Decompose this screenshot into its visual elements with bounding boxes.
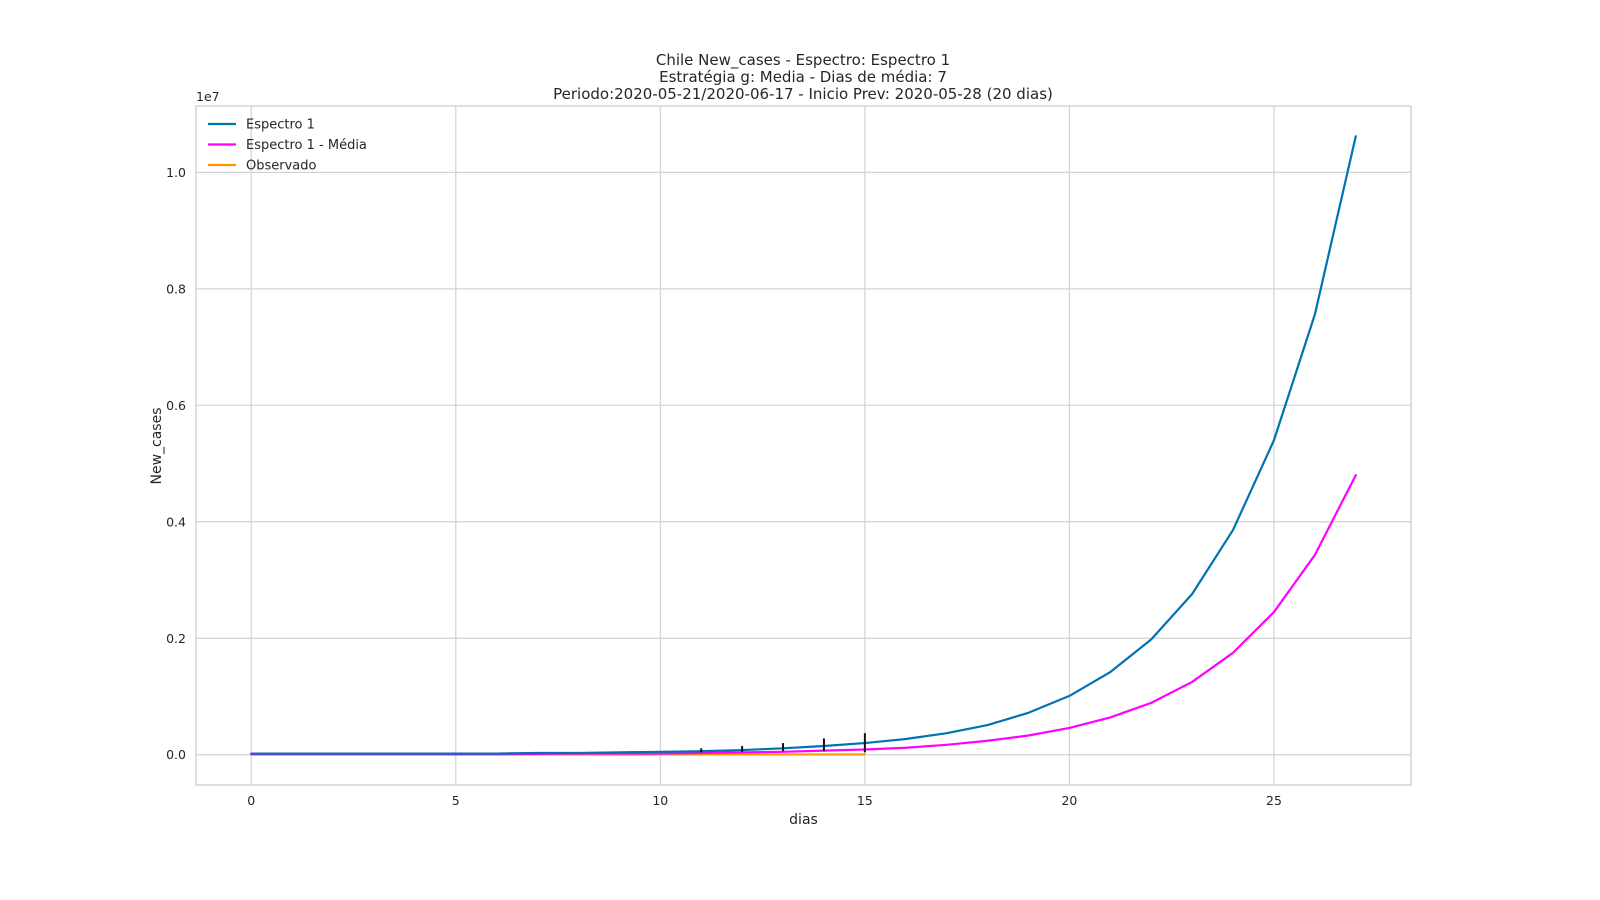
y-axis-ticks: 0.0 0.2 0.4 0.6 0.8 1.0: [166, 165, 186, 762]
legend-label: Observado: [246, 159, 317, 174]
y-tick-label: 0.2: [166, 631, 186, 646]
legend: Espectro 1 Espectro 1 - Média Observado: [208, 118, 367, 174]
chart-title: Chile New_cases - Espectro: Espectro 1 E…: [553, 51, 1053, 103]
x-axis-label: dias: [789, 812, 818, 828]
y-tick-label: 0.8: [166, 281, 186, 296]
x-tick-label: 10: [652, 793, 668, 808]
y-offset-label: 1e7: [196, 89, 220, 104]
series-lines: [250, 135, 1357, 756]
y-axis-label: New_cases: [149, 407, 165, 484]
x-tick-label: 20: [1061, 793, 1077, 808]
x-tick-label: 0: [247, 793, 255, 808]
x-tick-label: 5: [452, 793, 460, 808]
title-line-3: Periodo:2020-05-21/2020-06-17 - Inicio P…: [553, 85, 1053, 103]
error-bars: [700, 733, 866, 753]
title-line-2: Estratégia g: Media - Dias de média: 7: [659, 68, 947, 86]
legend-label: Espectro 1: [246, 118, 315, 133]
y-tick-label: 0.4: [166, 514, 186, 529]
x-axis-ticks: 0 5 10 15 20 25: [247, 793, 1282, 808]
series-line-1: [250, 135, 1357, 755]
title-line-1: Chile New_cases - Espectro: Espectro 1: [656, 51, 950, 70]
legend-label: Espectro 1 - Média: [246, 138, 367, 153]
x-tick-label: 25: [1266, 793, 1282, 808]
x-tick-label: 15: [857, 793, 873, 808]
y-tick-label: 0.6: [166, 398, 186, 413]
y-tick-label: 0.0: [166, 747, 186, 762]
plot-frame: [195, 105, 1412, 786]
y-tick-label: 1.0: [166, 165, 186, 180]
series-line-2: [250, 474, 1357, 756]
grid: [196, 106, 1411, 785]
